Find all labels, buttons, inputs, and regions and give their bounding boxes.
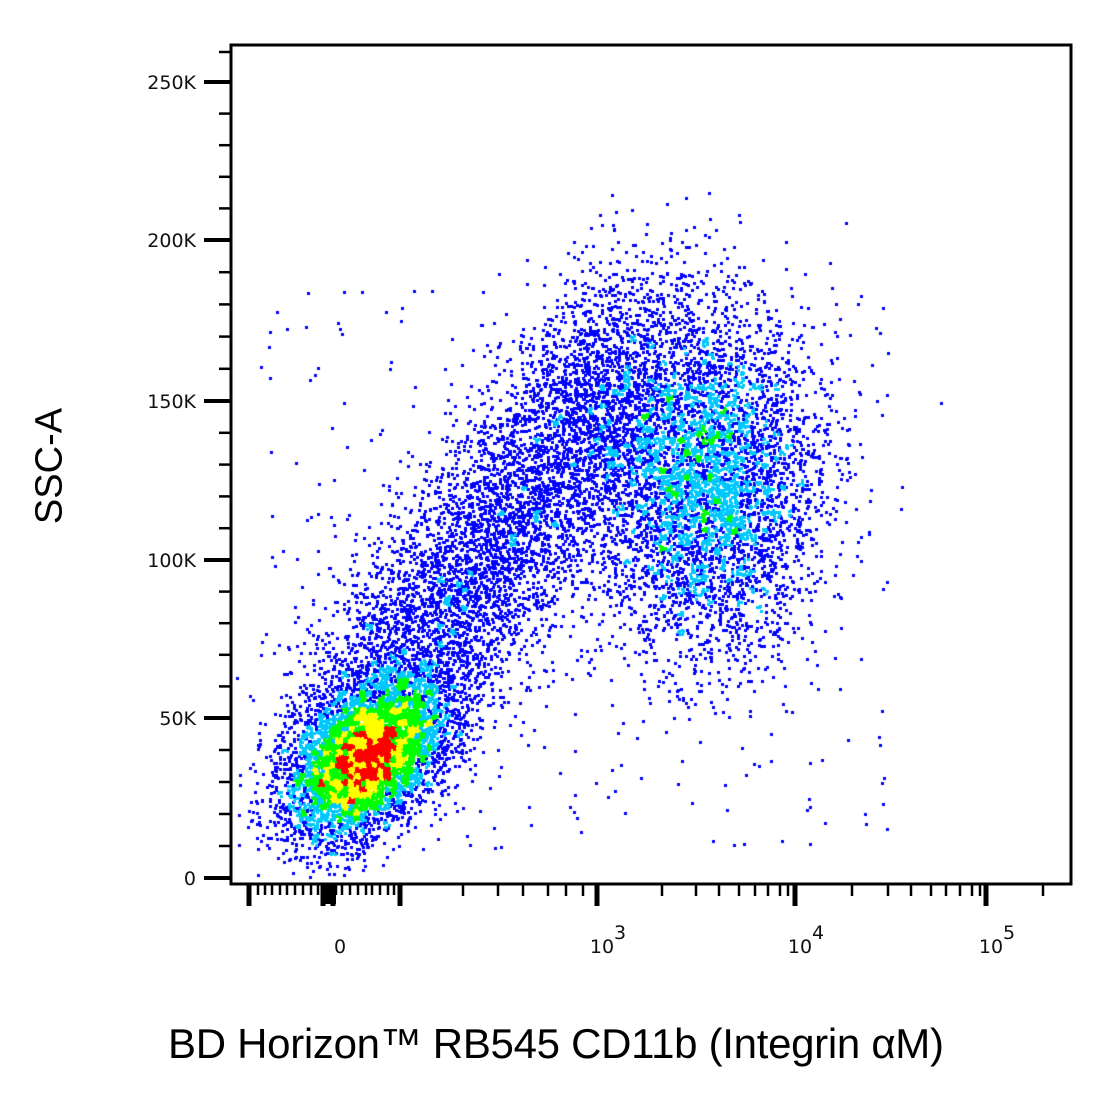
y-tick-label: 50K [159,708,196,730]
y-tick-label: 100K [147,550,196,572]
x-axis-title: BD Horizon™ RB545 CD11b (Integrin αM) [168,1020,944,1067]
x-tick-label: 0 [334,936,346,958]
y-tick-label: 0 [184,868,196,890]
x-tick-label: 105 [979,922,1015,958]
x-axis: 0 103 104 105 [246,884,1045,958]
plot-border [229,43,1073,886]
y-axis: 250K 200K 150K 100K 50K 0 [147,50,231,890]
x-zero-tick-block [322,884,336,904]
y-axis-title: SSC-A [28,407,71,525]
x-tick-label: 104 [788,922,824,958]
y-tick-label: 250K [147,72,196,94]
y-tick-label: 200K [147,230,196,252]
x-tick-label: 103 [590,922,626,958]
y-tick-label: 150K [147,391,196,413]
